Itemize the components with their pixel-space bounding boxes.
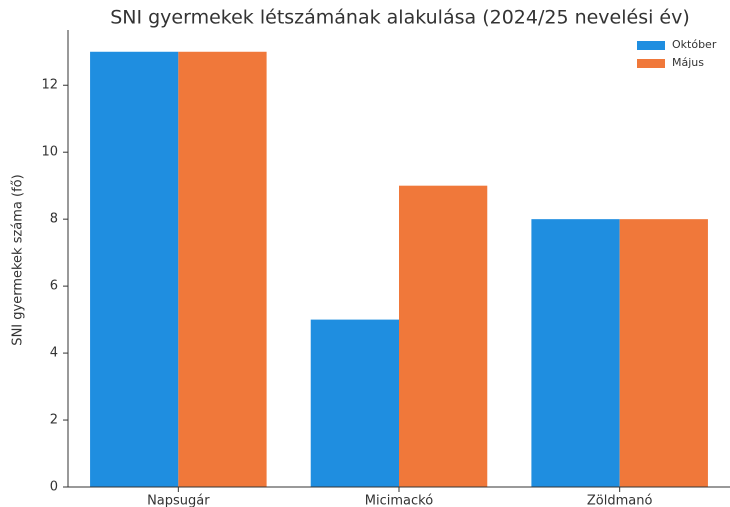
y-tick-label: 10 <box>41 145 58 160</box>
y-tick-label: 8 <box>50 212 58 227</box>
x-tick-label: Zöldmanó <box>587 494 653 507</box>
legend-swatch <box>637 59 665 68</box>
chart-title: SNI gyermekek létszámának alakulása (202… <box>110 7 690 29</box>
bar <box>399 185 488 487</box>
legend-swatch <box>637 41 665 50</box>
bar <box>90 51 179 488</box>
legend-label: Május <box>672 56 704 69</box>
bar <box>531 219 620 487</box>
bar <box>310 319 399 487</box>
y-axis-label: SNI gyermekek száma (fő) <box>11 174 26 345</box>
x-tick-label: Napsugár <box>147 494 210 507</box>
y-tick-label: 6 <box>50 279 58 294</box>
bar <box>619 219 708 487</box>
bar <box>178 51 267 488</box>
x-tick-label: Micimackó <box>365 494 433 507</box>
y-tick-label: 4 <box>50 346 58 361</box>
y-tick-label: 0 <box>50 480 58 495</box>
legend-label: Október <box>672 38 717 51</box>
y-tick-label: 12 <box>41 78 58 93</box>
y-tick-label: 2 <box>50 413 58 428</box>
